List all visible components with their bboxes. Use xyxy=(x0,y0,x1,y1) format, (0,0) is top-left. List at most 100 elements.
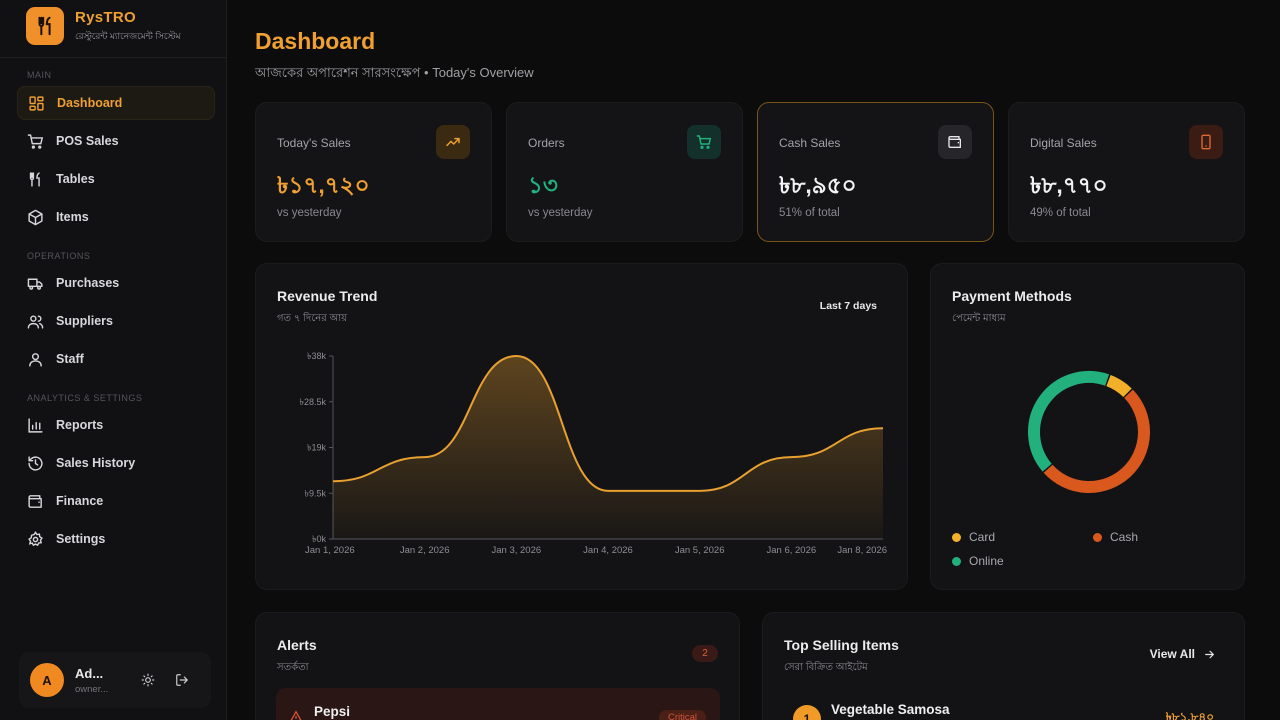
utensils-icon xyxy=(29,171,40,187)
sidebar-item-label: Staff xyxy=(56,352,84,366)
x-tick-label: Jan 3, 2026 xyxy=(492,545,542,556)
history-icon xyxy=(28,455,43,471)
stat-value: ৳১৭,৭২০ xyxy=(277,172,370,198)
x-tick-label: Jan 6, 2026 xyxy=(767,545,817,556)
logout-button[interactable] xyxy=(169,667,195,693)
top-selling-panel: Top Selling Items সেরা বিক্রিত আইটেম Vie… xyxy=(762,612,1245,720)
section-label-operations: OPERATIONS xyxy=(27,251,91,261)
sidebar-item-label: Purchases xyxy=(56,276,120,290)
panel-title: Alerts xyxy=(277,637,317,653)
sidebar-item-dashboard[interactable]: Dashboard xyxy=(17,86,215,120)
sidebar-item-sales-history[interactable]: Sales History xyxy=(17,446,215,480)
legend-dot xyxy=(1093,532,1102,542)
brand-name: RysTRO xyxy=(75,8,136,26)
range-selector[interactable]: Last 7 days xyxy=(819,300,877,312)
donut-slice-online xyxy=(1028,371,1110,472)
y-tick-label: ৳9.5k xyxy=(305,488,327,498)
legend-cash[interactable]: Cash xyxy=(1093,530,1138,544)
sun-icon xyxy=(141,673,155,687)
stat-label: Orders xyxy=(528,136,565,150)
users-icon xyxy=(27,314,44,329)
y-tick-label: ৳0k xyxy=(312,534,326,544)
theme-toggle-button[interactable] xyxy=(135,667,161,693)
legend-label: Card xyxy=(969,530,996,544)
sidebar-item-tables[interactable]: Tables xyxy=(17,162,215,196)
brand[interactable]: RysTRO রেস্টুরেন্ট ম্যানেজমেন্ট সিস্টেম xyxy=(26,7,181,45)
revenue-area xyxy=(333,356,883,539)
bar-chart-icon xyxy=(28,417,43,433)
divider xyxy=(0,57,226,58)
sidebar-item-label: Finance xyxy=(56,494,104,508)
alert-count-badge: 2 xyxy=(692,645,718,662)
legend-card[interactable]: Card xyxy=(952,530,995,544)
payment-methods-panel: Payment Methods পেমেন্ট মাধ্যম Card Cash… xyxy=(930,263,1245,590)
alert-item-name: Pepsi xyxy=(314,704,351,719)
legend-dot xyxy=(952,556,961,566)
cart-icon xyxy=(687,125,721,159)
panel-subtitle: গত ৭ দিনের আয় xyxy=(277,313,348,324)
sidebar: RysTRO রেস্টুরেন্ট ম্যানেজমেন্ট সিস্টেম … xyxy=(0,0,227,720)
sidebar-item-label: Dashboard xyxy=(57,96,123,110)
sidebar-item-label: Reports xyxy=(56,418,104,432)
sidebar-item-settings[interactable]: Settings xyxy=(17,522,215,556)
y-tick-label: ৳38k xyxy=(307,351,326,361)
stat-card-todays-sales: Today's Sales ৳১৭,৭২০ vs yesterday xyxy=(255,102,492,242)
x-tick-label: Jan 4, 2026 xyxy=(583,545,633,556)
panel-title: Payment Methods xyxy=(952,288,1072,304)
sidebar-item-label: Items xyxy=(56,210,89,224)
view-all-button[interactable]: View All xyxy=(1150,647,1216,661)
stat-value: ৳৮,৭৭০ xyxy=(1030,172,1108,198)
panel-title: Top Selling Items xyxy=(784,637,899,653)
brand-subtitle: রেস্টুরেন্ট ম্যানেজমেন্ট সিস্টেম xyxy=(75,30,181,41)
arrow-right-icon xyxy=(1205,650,1215,658)
wallet-icon xyxy=(28,494,42,508)
cart-icon xyxy=(27,133,44,149)
revenue-trend-panel: Revenue Trend গত ৭ দিনের আয় Last 7 days… xyxy=(255,263,908,590)
stat-value: ৳৮,৯৫০ xyxy=(779,172,857,198)
x-tick-label: Jan 2, 2026 xyxy=(400,545,450,556)
legend-online[interactable]: Online xyxy=(952,554,1004,568)
sidebar-item-pos-sales[interactable]: POS Sales xyxy=(17,124,215,158)
legend-label: Cash xyxy=(1110,530,1139,544)
revenue-line xyxy=(332,354,884,492)
user-role: owner... xyxy=(75,683,109,695)
avatar[interactable]: A xyxy=(30,663,64,697)
donut-slice-card xyxy=(1106,374,1132,398)
panel-subtitle: সতর্কতা xyxy=(277,662,309,673)
rank-badge: 1 xyxy=(793,705,821,720)
legend-label: Online xyxy=(969,554,1004,568)
user-name: Ad... xyxy=(75,665,104,681)
top-item-name[interactable]: Vegetable Samosa xyxy=(831,702,950,717)
alert-level-badge: Critical xyxy=(658,710,706,720)
sidebar-item-label: POS Sales xyxy=(56,134,119,148)
stat-sub: vs yesterday xyxy=(277,207,342,219)
sidebar-item-staff[interactable]: Staff xyxy=(17,342,215,376)
sidebar-item-label: Tables xyxy=(56,172,95,186)
warning-icon xyxy=(290,710,302,720)
stat-sub: vs yesterday xyxy=(528,207,593,219)
stat-card-digital-sales: Digital Sales ৳৮,৭৭০ 49% of total xyxy=(1008,102,1245,242)
sidebar-item-purchases[interactable]: Purchases xyxy=(17,266,215,300)
stat-label: Digital Sales xyxy=(1030,136,1097,150)
alert-row[interactable]: Pepsi Critical xyxy=(276,688,720,720)
donut-slice-cash xyxy=(1043,389,1150,493)
wallet-icon xyxy=(938,125,972,159)
sidebar-item-finance[interactable]: Finance xyxy=(17,484,215,518)
sidebar-item-items[interactable]: Items xyxy=(17,200,215,234)
user-card: A Ad... owner... xyxy=(19,652,211,708)
view-all-label: View All xyxy=(1149,647,1195,661)
stat-label: Cash Sales xyxy=(779,136,841,150)
sidebar-item-label: Settings xyxy=(56,532,106,546)
gear-icon xyxy=(28,530,43,546)
stat-sub: 49% of total xyxy=(1030,207,1091,219)
sidebar-item-reports[interactable]: Reports xyxy=(17,408,215,442)
sidebar-item-suppliers[interactable]: Suppliers xyxy=(17,304,215,338)
stat-card-cash-sales: Cash Sales ৳৮,৯৫০ 51% of total xyxy=(757,102,994,242)
panel-subtitle: পেমেন্ট মাধ্যম xyxy=(952,313,1006,324)
stat-label: Today's Sales xyxy=(277,136,351,150)
sidebar-item-label: Sales History xyxy=(56,456,136,470)
top-item-price: ৳৮১,৮৪০ xyxy=(1165,710,1214,720)
sidebar-item-label: Suppliers xyxy=(56,314,113,328)
user-icon xyxy=(29,352,42,367)
box-icon xyxy=(28,209,43,225)
